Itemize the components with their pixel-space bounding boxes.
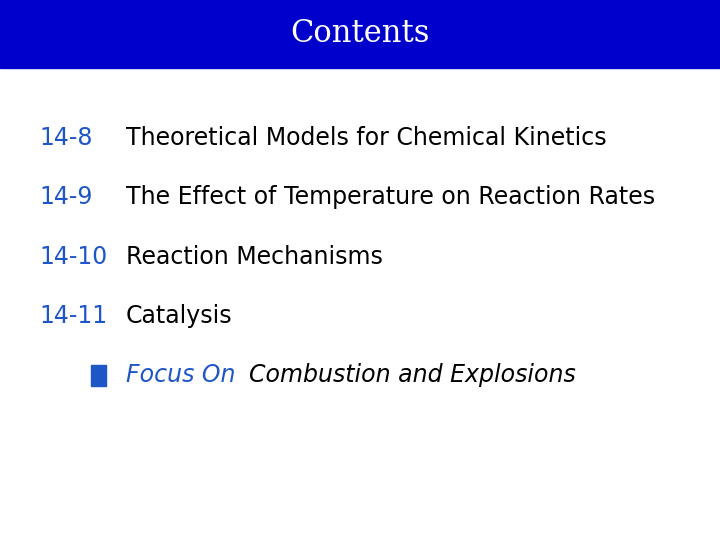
Text: Catalysis: Catalysis (126, 304, 233, 328)
Text: Theoretical Models for Chemical Kinetics: Theoretical Models for Chemical Kinetics (126, 126, 607, 150)
Text: The Effect of Temperature on Reaction Rates: The Effect of Temperature on Reaction Ra… (126, 185, 655, 209)
Text: 14-9: 14-9 (40, 185, 93, 209)
Text: Contents: Contents (290, 18, 430, 49)
Text: Reaction Mechanisms: Reaction Mechanisms (126, 245, 383, 268)
Bar (0, 0, 720, 68)
Text: 14-11: 14-11 (40, 304, 108, 328)
Text: Combustion and Explosions: Combustion and Explosions (234, 363, 576, 387)
Bar (91, 364, 106, 386)
Text: 14-8: 14-8 (40, 126, 93, 150)
Text: 14-10: 14-10 (40, 245, 108, 268)
Text: Focus On: Focus On (126, 363, 235, 387)
